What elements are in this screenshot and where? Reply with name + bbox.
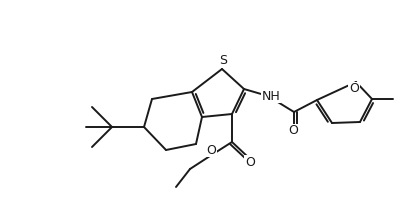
Text: O: O bbox=[206, 144, 215, 156]
Text: NH: NH bbox=[261, 89, 279, 102]
Text: O: O bbox=[348, 82, 358, 95]
Text: O: O bbox=[288, 124, 297, 138]
Text: O: O bbox=[245, 155, 254, 169]
Text: S: S bbox=[219, 53, 227, 67]
